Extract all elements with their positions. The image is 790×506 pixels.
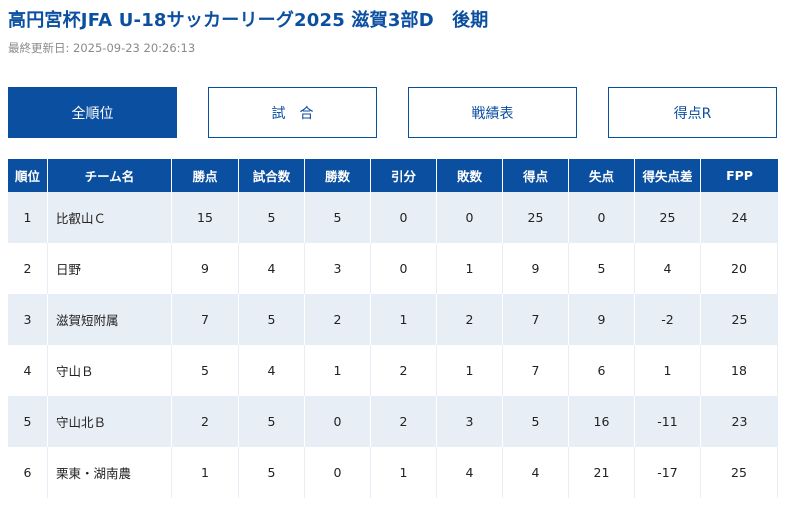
table-header-row: 順位 チーム名 勝点 試合数 勝数 引分 敗数 得点 失点 得失点差 FPP bbox=[8, 159, 778, 192]
cell-goals-for: 7 bbox=[503, 294, 569, 345]
tab-bar: 全順位 試 合 戦績表 得点R bbox=[8, 87, 778, 138]
cell-draws: 1 bbox=[371, 294, 437, 345]
cell-points: 9 bbox=[172, 243, 239, 294]
tab-standings[interactable]: 全順位 bbox=[8, 87, 177, 138]
cell-draws: 2 bbox=[371, 396, 437, 447]
cell-played: 5 bbox=[239, 192, 305, 243]
cell-goal-difference: 1 bbox=[635, 345, 701, 396]
cell-team: 日野 bbox=[48, 243, 172, 294]
col-header-draws: 引分 bbox=[371, 159, 437, 192]
cell-fpp: 25 bbox=[701, 294, 778, 345]
cell-fpp: 25 bbox=[701, 447, 778, 498]
cell-played: 4 bbox=[239, 243, 305, 294]
cell-team: 滋賀短附属 bbox=[48, 294, 172, 345]
table-row: 3 滋賀短附属 7 5 2 1 2 7 9 -2 25 bbox=[8, 294, 778, 345]
cell-goals-against: 5 bbox=[569, 243, 635, 294]
table-row: 5 守山北Ｂ 2 5 0 2 3 5 16 -11 23 bbox=[8, 396, 778, 447]
cell-points: 7 bbox=[172, 294, 239, 345]
cell-losses: 0 bbox=[437, 192, 503, 243]
cell-rank: 2 bbox=[8, 243, 48, 294]
cell-goals-for: 9 bbox=[503, 243, 569, 294]
cell-wins: 3 bbox=[305, 243, 371, 294]
cell-goal-difference: -11 bbox=[635, 396, 701, 447]
cell-fpp: 18 bbox=[701, 345, 778, 396]
cell-points: 15 bbox=[172, 192, 239, 243]
cell-rank: 4 bbox=[8, 345, 48, 396]
cell-points: 2 bbox=[172, 396, 239, 447]
cell-rank: 1 bbox=[8, 192, 48, 243]
cell-goals-against: 0 bbox=[569, 192, 635, 243]
cell-wins: 0 bbox=[305, 396, 371, 447]
col-header-goals-for: 得点 bbox=[503, 159, 569, 192]
cell-draws: 0 bbox=[371, 192, 437, 243]
col-header-goal-difference: 得失点差 bbox=[635, 159, 701, 192]
cell-points: 1 bbox=[172, 447, 239, 498]
cell-rank: 6 bbox=[8, 447, 48, 498]
cell-played: 5 bbox=[239, 396, 305, 447]
cell-wins: 2 bbox=[305, 294, 371, 345]
cell-losses: 1 bbox=[437, 345, 503, 396]
cell-team: 守山Ｂ bbox=[48, 345, 172, 396]
cell-fpp: 24 bbox=[701, 192, 778, 243]
col-header-played: 試合数 bbox=[239, 159, 305, 192]
tab-scorers[interactable]: 得点R bbox=[608, 87, 777, 138]
cell-goals-for: 25 bbox=[503, 192, 569, 243]
cell-wins: 0 bbox=[305, 447, 371, 498]
cell-team: 守山北Ｂ bbox=[48, 396, 172, 447]
table-row: 6 栗東・湖南農 1 5 0 1 4 4 21 -17 25 bbox=[8, 447, 778, 498]
cell-points: 5 bbox=[172, 345, 239, 396]
cell-losses: 2 bbox=[437, 294, 503, 345]
cell-draws: 2 bbox=[371, 345, 437, 396]
cell-played: 4 bbox=[239, 345, 305, 396]
col-header-fpp: FPP bbox=[701, 159, 778, 192]
cell-losses: 1 bbox=[437, 243, 503, 294]
col-header-team: チーム名 bbox=[48, 159, 172, 192]
table-row: 4 守山Ｂ 5 4 1 2 1 7 6 1 18 bbox=[8, 345, 778, 396]
tab-matches[interactable]: 試 合 bbox=[208, 87, 377, 138]
cell-rank: 5 bbox=[8, 396, 48, 447]
cell-goals-against: 21 bbox=[569, 447, 635, 498]
table-row: 1 比叡山Ｃ 15 5 5 0 0 25 0 25 24 bbox=[8, 192, 778, 243]
cell-wins: 1 bbox=[305, 345, 371, 396]
cell-goals-for: 4 bbox=[503, 447, 569, 498]
cell-losses: 4 bbox=[437, 447, 503, 498]
cell-team: 栗東・湖南農 bbox=[48, 447, 172, 498]
cell-goals-against: 9 bbox=[569, 294, 635, 345]
cell-goals-for: 7 bbox=[503, 345, 569, 396]
cell-wins: 5 bbox=[305, 192, 371, 243]
cell-goals-for: 5 bbox=[503, 396, 569, 447]
cell-team: 比叡山Ｃ bbox=[48, 192, 172, 243]
cell-goal-difference: -2 bbox=[635, 294, 701, 345]
col-header-wins: 勝数 bbox=[305, 159, 371, 192]
cell-goal-difference: 25 bbox=[635, 192, 701, 243]
table-row: 2 日野 9 4 3 0 1 9 5 4 20 bbox=[8, 243, 778, 294]
col-header-rank: 順位 bbox=[8, 159, 48, 192]
tab-results-grid[interactable]: 戦績表 bbox=[408, 87, 577, 138]
cell-rank: 3 bbox=[8, 294, 48, 345]
cell-goal-difference: -17 bbox=[635, 447, 701, 498]
cell-draws: 1 bbox=[371, 447, 437, 498]
cell-goals-against: 6 bbox=[569, 345, 635, 396]
page-title: 高円宮杯JFA U-18サッカーリーグ2025 滋賀3部D 後期 bbox=[8, 10, 489, 31]
cell-losses: 3 bbox=[437, 396, 503, 447]
standings-table: 順位 チーム名 勝点 試合数 勝数 引分 敗数 得点 失点 得失点差 FPP 1… bbox=[8, 159, 778, 498]
last-updated: 最終更新日: 2025-09-23 20:26:13 bbox=[8, 41, 196, 55]
cell-fpp: 23 bbox=[701, 396, 778, 447]
cell-draws: 0 bbox=[371, 243, 437, 294]
cell-goal-difference: 4 bbox=[635, 243, 701, 294]
col-header-goals-against: 失点 bbox=[569, 159, 635, 192]
cell-played: 5 bbox=[239, 294, 305, 345]
cell-played: 5 bbox=[239, 447, 305, 498]
cell-fpp: 20 bbox=[701, 243, 778, 294]
cell-goals-against: 16 bbox=[569, 396, 635, 447]
col-header-points: 勝点 bbox=[172, 159, 239, 192]
col-header-losses: 敗数 bbox=[437, 159, 503, 192]
